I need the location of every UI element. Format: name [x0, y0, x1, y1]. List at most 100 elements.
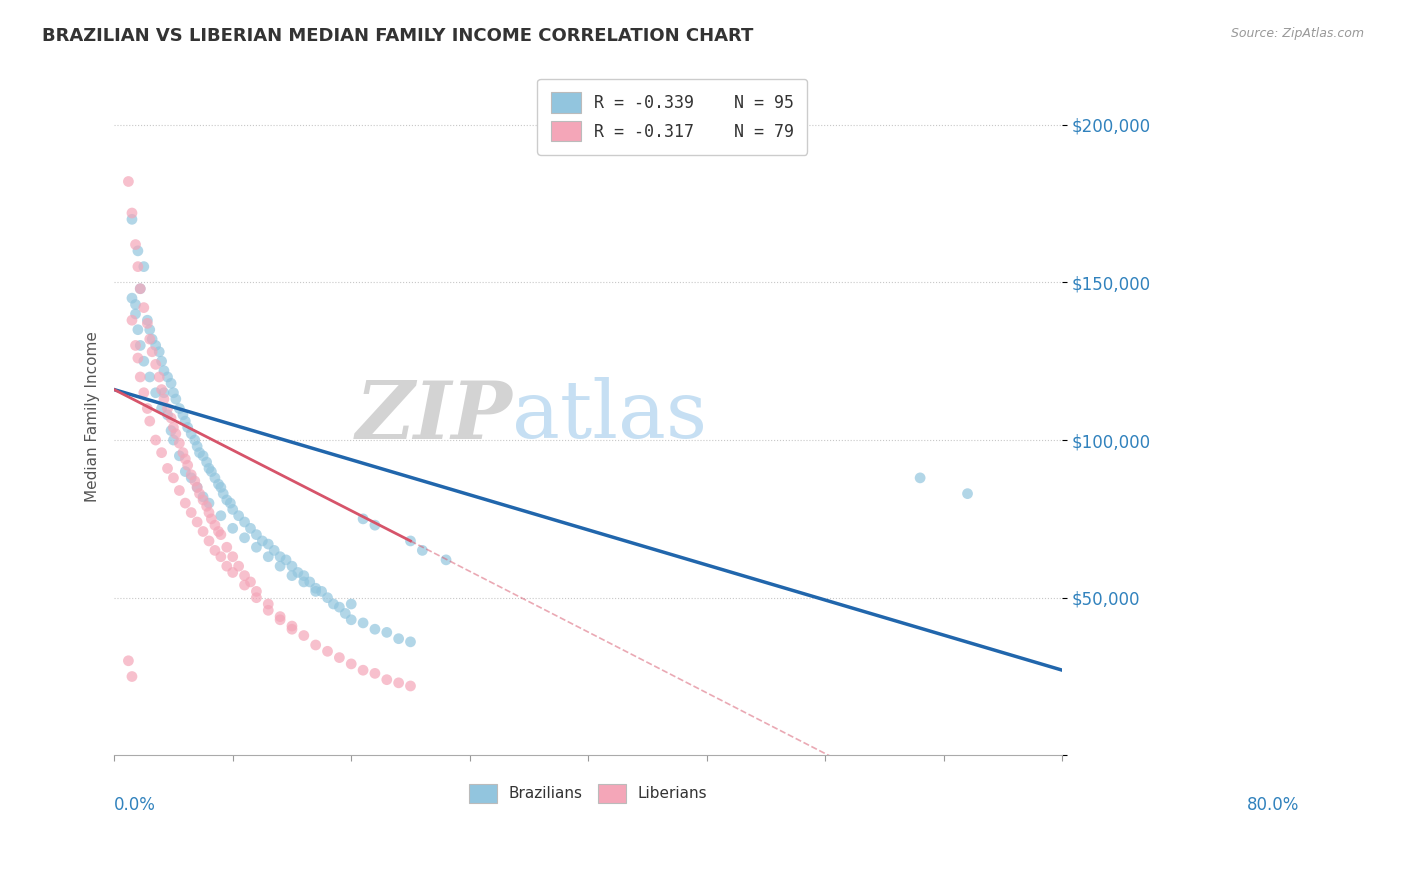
- Point: [257, 597, 280, 611]
- Point: [399, 635, 422, 649]
- Point: [292, 574, 315, 589]
- Point: [215, 492, 238, 507]
- Point: [129, 338, 152, 352]
- Point: [207, 524, 229, 539]
- Point: [228, 559, 250, 574]
- Point: [124, 307, 146, 321]
- Point: [375, 673, 398, 687]
- Point: [215, 559, 238, 574]
- Point: [184, 474, 207, 488]
- Point: [956, 486, 979, 500]
- Point: [188, 486, 211, 500]
- Point: [364, 518, 387, 533]
- Point: [117, 654, 139, 668]
- Point: [132, 301, 155, 315]
- Point: [160, 411, 183, 425]
- Text: Source: ZipAtlas.com: Source: ZipAtlas.com: [1230, 27, 1364, 40]
- Point: [141, 344, 163, 359]
- Point: [305, 581, 328, 595]
- Point: [136, 317, 159, 331]
- Point: [162, 471, 184, 485]
- Point: [298, 574, 321, 589]
- Legend: Brazilians, Liberians: Brazilians, Liberians: [463, 778, 714, 809]
- Point: [153, 385, 176, 400]
- Text: atlas: atlas: [512, 377, 707, 456]
- Point: [212, 486, 235, 500]
- Point: [352, 663, 374, 677]
- Point: [186, 480, 208, 494]
- Point: [209, 508, 232, 523]
- Point: [117, 174, 139, 188]
- Point: [195, 500, 218, 514]
- Point: [233, 531, 256, 545]
- Point: [186, 480, 208, 494]
- Point: [191, 449, 214, 463]
- Point: [132, 385, 155, 400]
- Point: [200, 512, 222, 526]
- Point: [121, 206, 143, 220]
- Point: [153, 364, 176, 378]
- Point: [121, 291, 143, 305]
- Point: [160, 376, 183, 391]
- Point: [127, 244, 149, 258]
- Point: [156, 370, 179, 384]
- Point: [150, 383, 173, 397]
- Point: [411, 543, 433, 558]
- Point: [200, 465, 222, 479]
- Point: [335, 607, 357, 621]
- Point: [305, 638, 328, 652]
- Point: [172, 445, 194, 459]
- Point: [352, 615, 374, 630]
- Point: [209, 527, 232, 541]
- Point: [292, 628, 315, 642]
- Point: [281, 568, 304, 582]
- Point: [180, 426, 202, 441]
- Point: [215, 541, 238, 555]
- Point: [281, 622, 304, 636]
- Point: [156, 461, 179, 475]
- Point: [269, 613, 291, 627]
- Point: [139, 370, 162, 384]
- Point: [139, 323, 162, 337]
- Point: [141, 332, 163, 346]
- Point: [292, 568, 315, 582]
- Point: [129, 370, 152, 384]
- Point: [124, 338, 146, 352]
- Point: [174, 452, 197, 467]
- Point: [145, 357, 167, 371]
- Point: [316, 644, 339, 658]
- Point: [257, 549, 280, 564]
- Point: [198, 506, 221, 520]
- Point: [364, 666, 387, 681]
- Point: [219, 496, 242, 510]
- Point: [233, 578, 256, 592]
- Point: [127, 351, 149, 365]
- Text: BRAZILIAN VS LIBERIAN MEDIAN FAMILY INCOME CORRELATION CHART: BRAZILIAN VS LIBERIAN MEDIAN FAMILY INCO…: [42, 27, 754, 45]
- Point: [195, 455, 218, 469]
- Point: [281, 559, 304, 574]
- Point: [198, 461, 221, 475]
- Point: [176, 420, 198, 434]
- Point: [127, 323, 149, 337]
- Point: [186, 515, 208, 529]
- Point: [169, 401, 191, 416]
- Point: [239, 521, 262, 535]
- Point: [174, 465, 197, 479]
- Point: [150, 445, 173, 459]
- Point: [222, 502, 245, 516]
- Point: [124, 297, 146, 311]
- Point: [148, 370, 170, 384]
- Point: [176, 458, 198, 473]
- Point: [180, 467, 202, 482]
- Point: [180, 471, 202, 485]
- Point: [169, 449, 191, 463]
- Point: [191, 524, 214, 539]
- Point: [328, 600, 350, 615]
- Point: [191, 490, 214, 504]
- Point: [139, 332, 162, 346]
- Point: [153, 392, 176, 406]
- Point: [352, 512, 374, 526]
- Point: [245, 541, 267, 555]
- Point: [340, 597, 363, 611]
- Text: ZIP: ZIP: [356, 377, 512, 455]
